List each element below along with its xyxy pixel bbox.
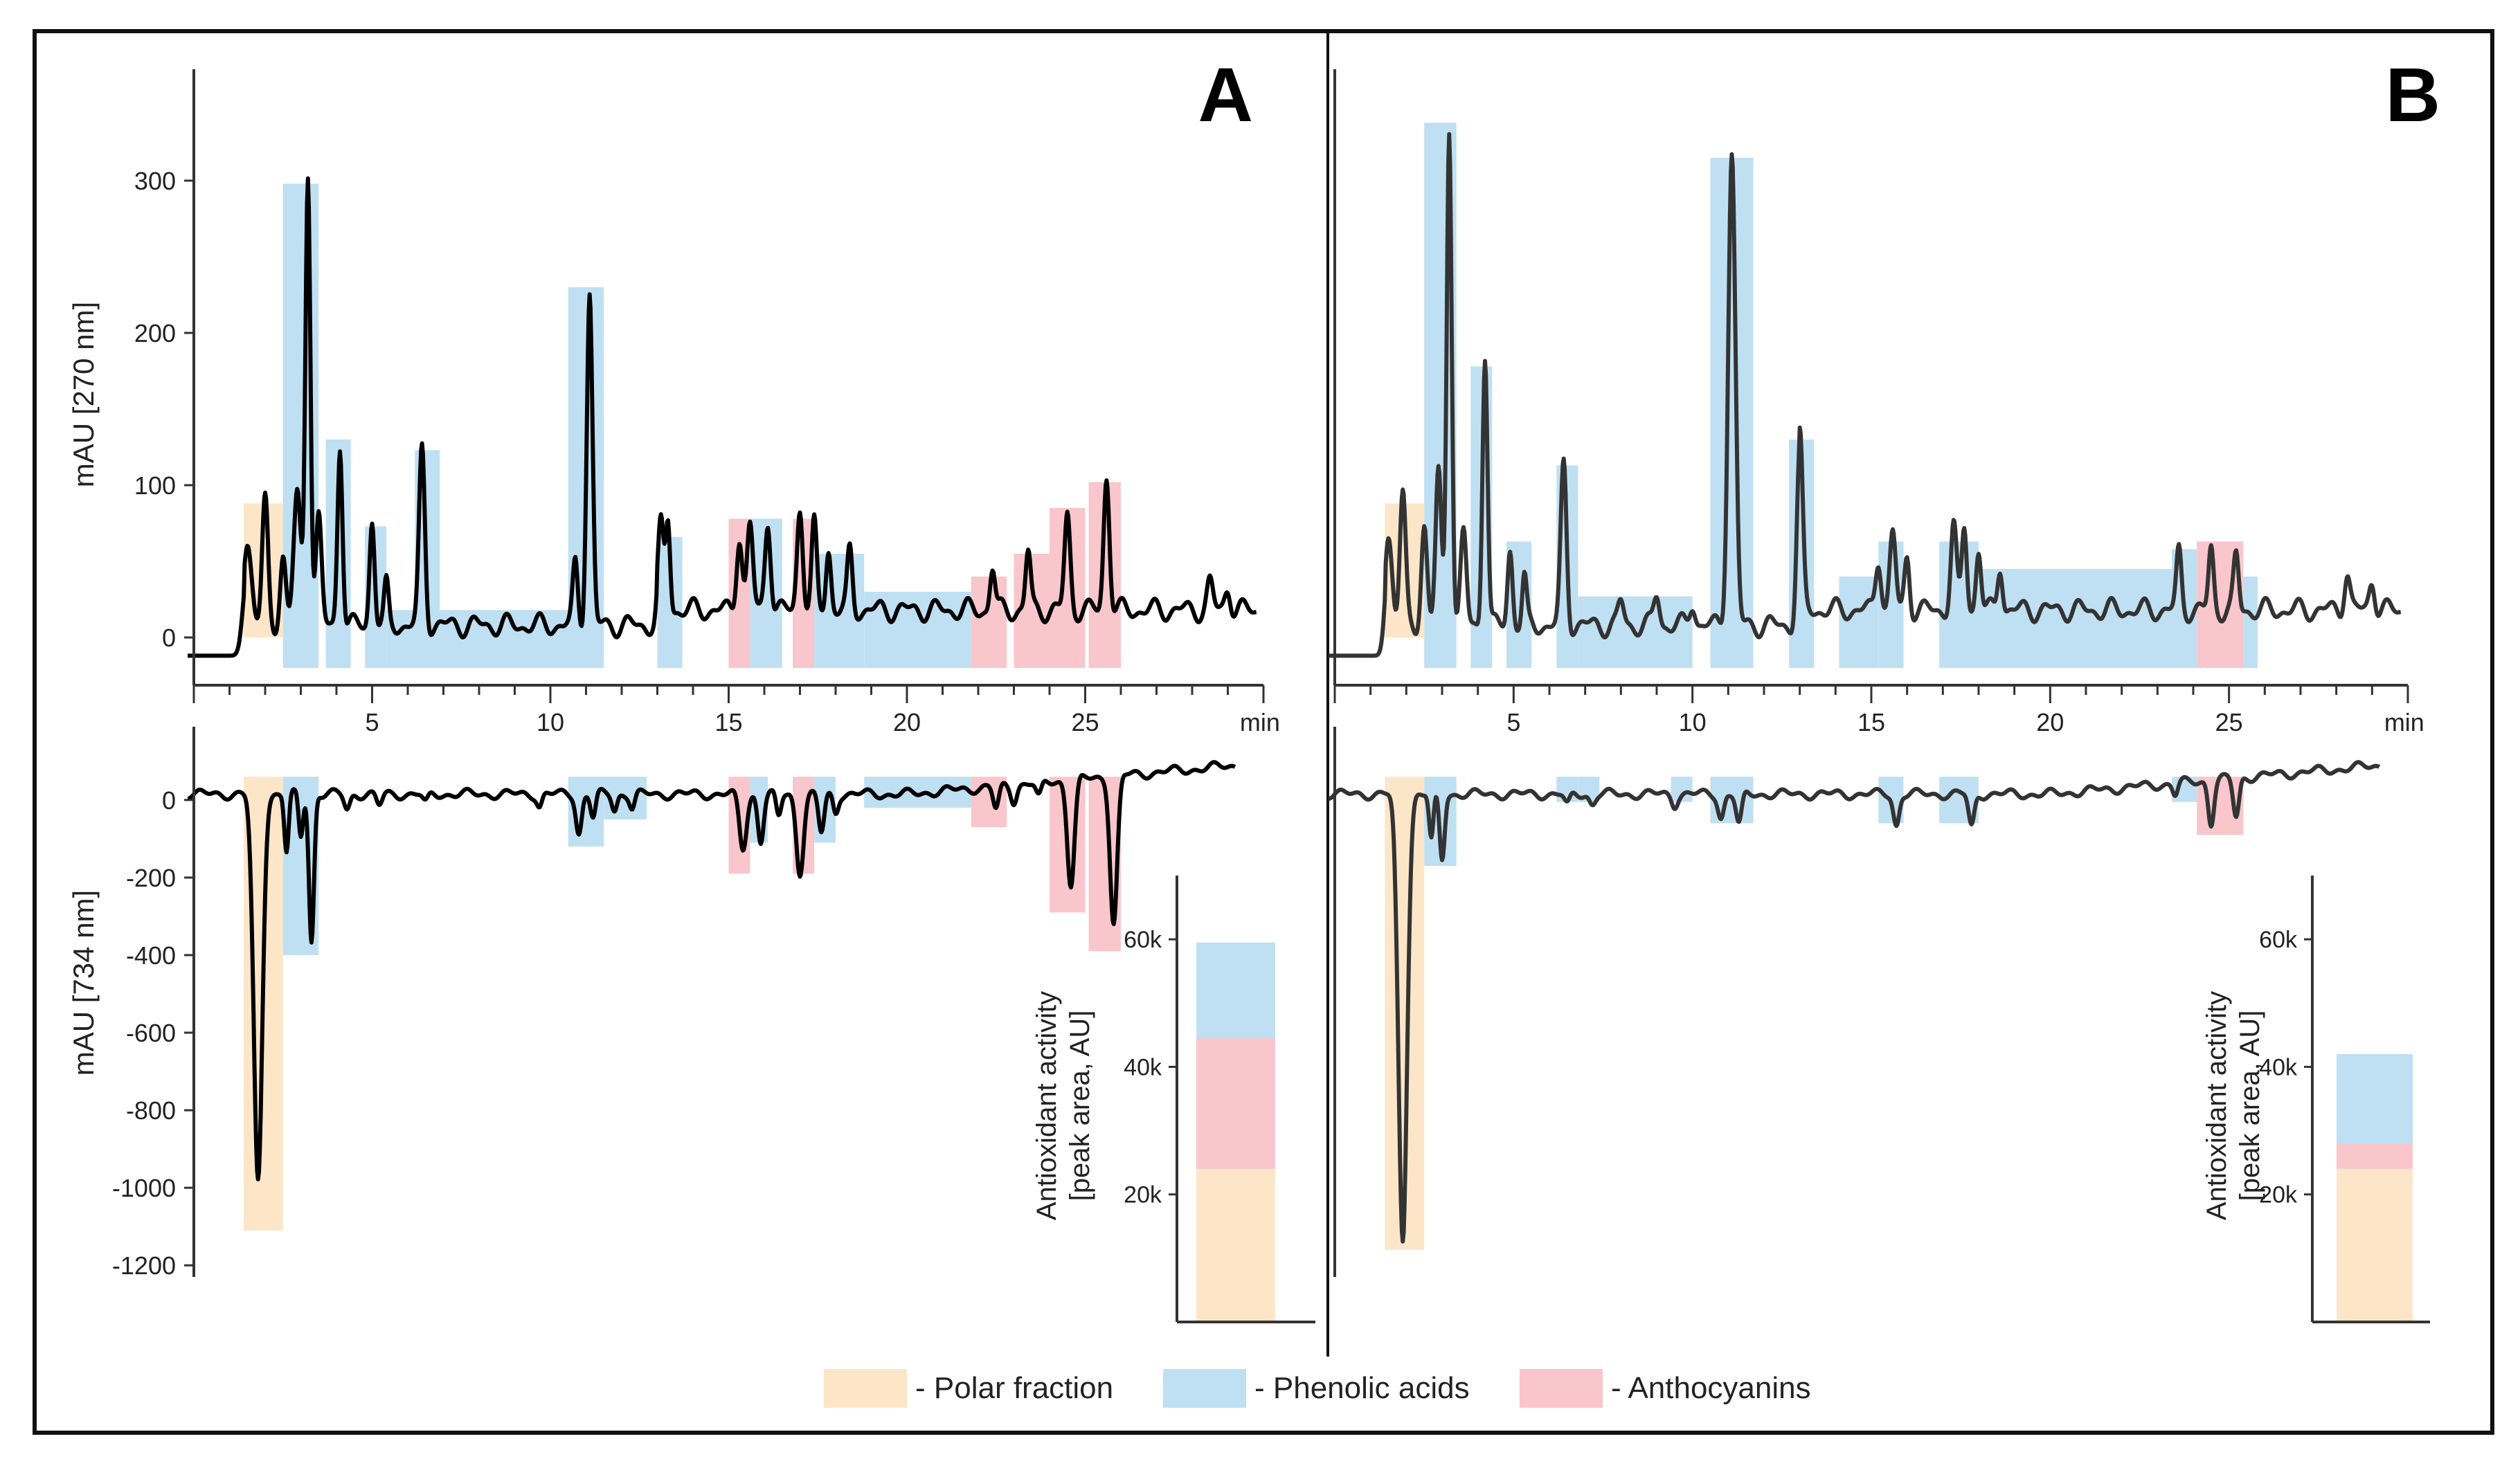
legend-label-anthocyanin: - Anthocyanins	[1611, 1371, 1811, 1405]
activity-segment-anthocyanin	[2337, 1143, 2413, 1169]
activity-y-axis-label-line: [peak area, AU]	[2235, 1011, 2265, 1202]
y-tick-label-top: 100	[134, 471, 176, 500]
x-tick-label: 5	[365, 708, 379, 736]
x-tick-label: 25	[1071, 708, 1099, 736]
bottom-band-phenolic-8	[864, 777, 971, 808]
trace-734nm	[186, 760, 1236, 1181]
activity-segment-anthocyanin	[1196, 1037, 1275, 1169]
y-tick-label-bottom: 0	[162, 786, 176, 815]
x-tick-label: 20	[2036, 708, 2064, 736]
panel-title: B	[2386, 53, 2440, 138]
x-axis-unit-label: min	[2384, 708, 2424, 736]
x-axis-unit-label: min	[1240, 708, 1280, 736]
activity-y-tick-label: 20k	[1124, 1182, 1162, 1208]
activity-y-axis-label: Antioxidant activity [peak area, AU]	[1032, 991, 1095, 1220]
activity-y-axis-label-line: Antioxidant activity	[2202, 991, 2232, 1220]
legend-swatch-polar	[824, 1369, 907, 1408]
legend-swatch-phenolic	[1163, 1369, 1246, 1408]
x-tick-label: 20	[893, 708, 921, 736]
y-tick-label-bottom: -200	[126, 864, 176, 892]
trace-270nm	[1327, 132, 2402, 658]
x-tick-label: 5	[1506, 708, 1520, 736]
y-axis-label-bottom: mAU [734 nm]	[67, 890, 100, 1076]
bottom-band-phenolic-8	[2172, 777, 2197, 802]
activity-y-tick-label: 60k	[1124, 927, 1162, 953]
activity-y-tick-label: 40k	[2259, 1054, 2298, 1080]
activity-y-tick-label: 40k	[1124, 1054, 1162, 1080]
panel-title: A	[1198, 53, 1253, 138]
activity-y-axis-label: Antioxidant activity [peak area, AU]	[2202, 991, 2265, 1220]
legend-label-phenolic: - Phenolic acids	[1254, 1371, 1470, 1405]
top-band-phenolic-6	[1710, 158, 1754, 668]
y-tick-label-bottom: -1200	[112, 1251, 176, 1280]
x-tick-label: 15	[1857, 708, 1885, 736]
activity-y-axis-label-line: Antioxidant activity	[1032, 991, 1062, 1220]
activity-segment-phenolic	[1196, 942, 1275, 1038]
legend: - Polar fraction - Phenolic acids - Anth…	[824, 1369, 1811, 1408]
panel-a: 5 10 15 20 25 min 300 200 100 0 0 -200 -400 -600 -800 -…	[67, 53, 1315, 1323]
activity-segment-polar	[1196, 1168, 1275, 1322]
y-tick-label-top: 200	[134, 319, 176, 347]
activity-y-tick-label: 60k	[2259, 927, 2298, 953]
activity-y-tick-label: 20k	[2259, 1182, 2298, 1208]
trace-270nm	[186, 176, 1258, 658]
y-tick-label-top: 300	[134, 167, 176, 195]
y-axis-label-top: mAU [270 nm]	[67, 302, 100, 487]
top-band-phenolic-14	[2243, 577, 2258, 668]
x-tick-label: 10	[1679, 708, 1707, 736]
legend-label-polar: - Polar fraction	[915, 1371, 1113, 1405]
activity-segment-polar	[2337, 1168, 2413, 1322]
x-tick-label: 25	[2215, 708, 2243, 736]
trace-734nm	[1327, 760, 2381, 1244]
y-tick-label-bottom: -400	[126, 941, 176, 970]
x-tick-label: 15	[714, 708, 742, 736]
y-tick-label-top: 0	[162, 624, 176, 652]
legend-swatch-anthocyanin	[1520, 1369, 1603, 1408]
top-band-phenolic-8	[1839, 577, 1879, 668]
y-tick-label-bottom: -1000	[112, 1174, 176, 1202]
x-tick-label: 10	[537, 708, 564, 736]
y-tick-label-bottom: -600	[126, 1019, 176, 1047]
activity-y-axis-label-line: [peak area, AU]	[1065, 1011, 1095, 1202]
activity-segment-phenolic	[2337, 1054, 2413, 1143]
y-tick-label-bottom: -800	[126, 1096, 176, 1125]
top-band-phenolic-11	[1979, 569, 2172, 668]
